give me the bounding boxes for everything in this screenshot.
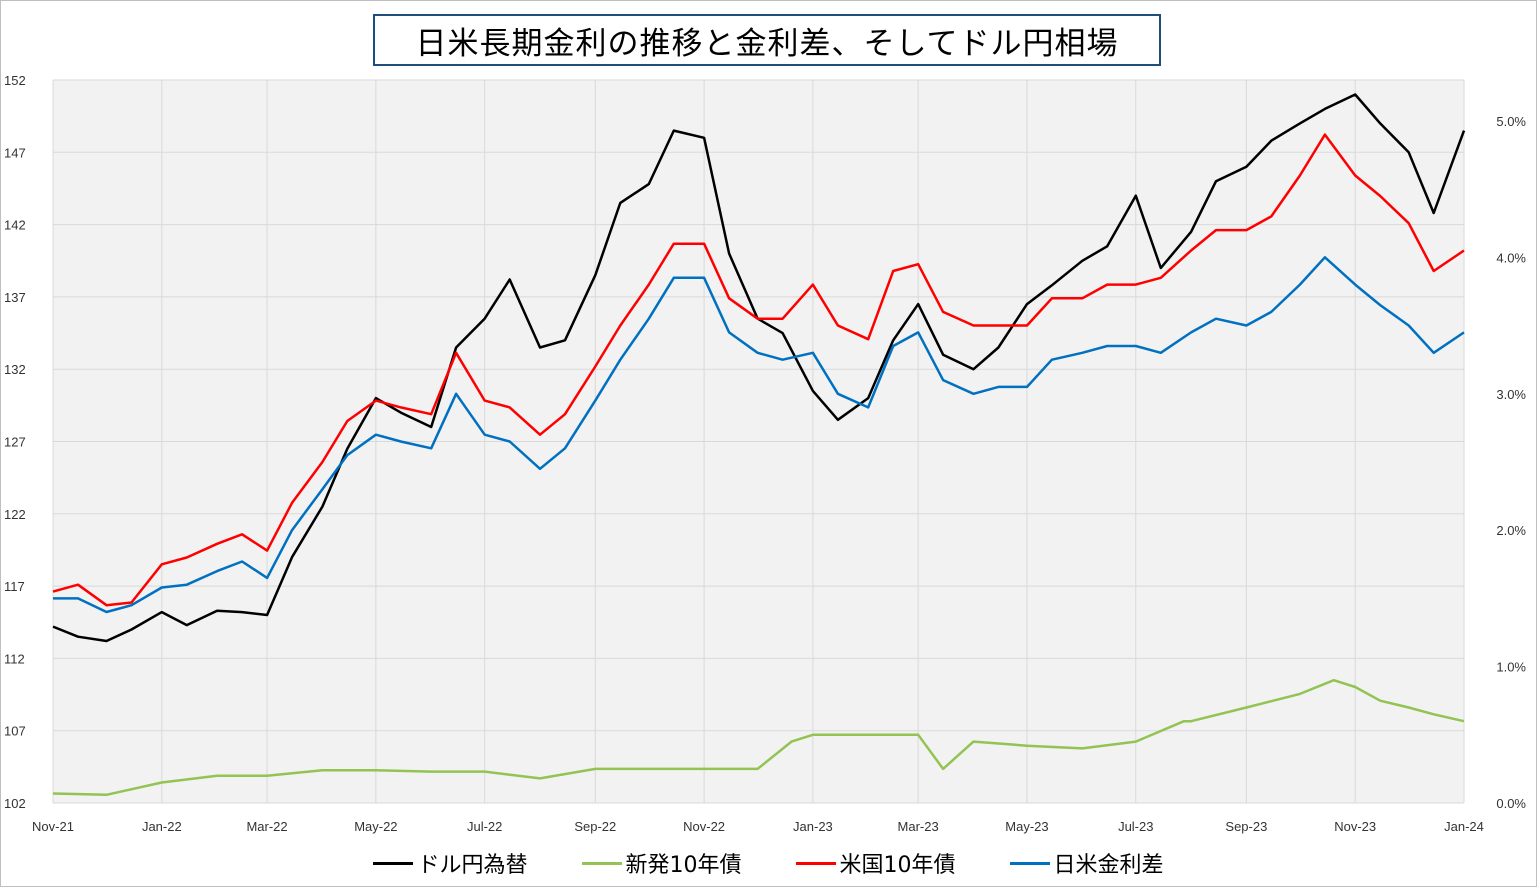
y-left-tick-label: 137: [4, 290, 26, 305]
y-right-tick-label: 3.0%: [1496, 387, 1526, 402]
legend-item: ドル円為替: [373, 847, 528, 879]
legend-swatch: [581, 861, 622, 865]
y-right-tick-label: 2.0%: [1496, 523, 1526, 538]
x-tick-label: Sep-22: [574, 819, 616, 834]
y-left-tick-label: 127: [4, 435, 26, 450]
x-tick-label: Nov-22: [683, 819, 725, 834]
x-tick-label: May-22: [354, 819, 397, 834]
y-left-tick-label: 122: [4, 507, 26, 522]
y-left-tick-label: 132: [4, 362, 26, 377]
legend-swatch: [795, 861, 836, 865]
y-left-tick-label: 102: [4, 796, 26, 811]
legend-item: 米国10年債: [795, 847, 956, 879]
legend-label: ドル円為替: [417, 853, 528, 878]
y-left-tick-label: 112: [4, 651, 25, 666]
legend-item: 日米金利差: [1009, 847, 1164, 879]
x-tick-label: Jan-22: [142, 819, 182, 834]
y-left-tick-label: 107: [4, 724, 26, 739]
y-left-tick-label: 117: [4, 579, 25, 594]
legend-label: 新発10年債: [625, 853, 742, 878]
series-line-2: [52, 133, 1465, 607]
x-tick-label: Jan-23: [793, 819, 833, 834]
x-tick-label: Mar-23: [898, 819, 939, 834]
x-tick-label: Jan-24: [1444, 819, 1484, 834]
y-left-tick-label: 152: [4, 73, 26, 88]
x-tick-label: Nov-23: [1334, 819, 1376, 834]
legend-label: 米国10年債: [839, 853, 956, 878]
y-left-tick-label: 147: [4, 145, 26, 160]
x-tick-label: Mar-22: [246, 819, 287, 834]
y-right-tick-label: 4.0%: [1496, 250, 1526, 265]
series-line-1: [52, 678, 1465, 797]
x-tick-label: May-23: [1005, 819, 1048, 834]
x-tick-label: Jul-22: [467, 819, 502, 834]
x-tick-label: Nov-21: [32, 819, 74, 834]
series-line-3: [53, 256, 1465, 614]
legend-item: 新発10年債: [581, 847, 742, 879]
x-tick-label: Jul-23: [1118, 819, 1153, 834]
axis-tick-labels: 102 107 112 117 122 127 132 137 142 147 152 0.0% 1.0…: [4, 73, 1526, 834]
legend-label: 日米金利差: [1053, 853, 1164, 878]
y-left-tick-label: 142: [4, 218, 26, 233]
gridlines: [52, 79, 1465, 804]
legend: ドル円為替 新発10年債 米国10年債 日米金利差: [0, 846, 1537, 880]
y-right-tick-label: 5.0%: [1496, 114, 1526, 129]
series-lines: [52, 93, 1466, 797]
y-right-tick-label: 0.0%: [1496, 796, 1526, 811]
y-right-tick-label: 1.0%: [1496, 660, 1526, 675]
x-tick-label: Sep-23: [1225, 819, 1267, 834]
legend-swatch: [373, 861, 414, 865]
chart-title: 日米長期金利の推移と金利差、そしてドル円相場: [373, 14, 1161, 66]
legend-swatch: [1009, 861, 1050, 865]
